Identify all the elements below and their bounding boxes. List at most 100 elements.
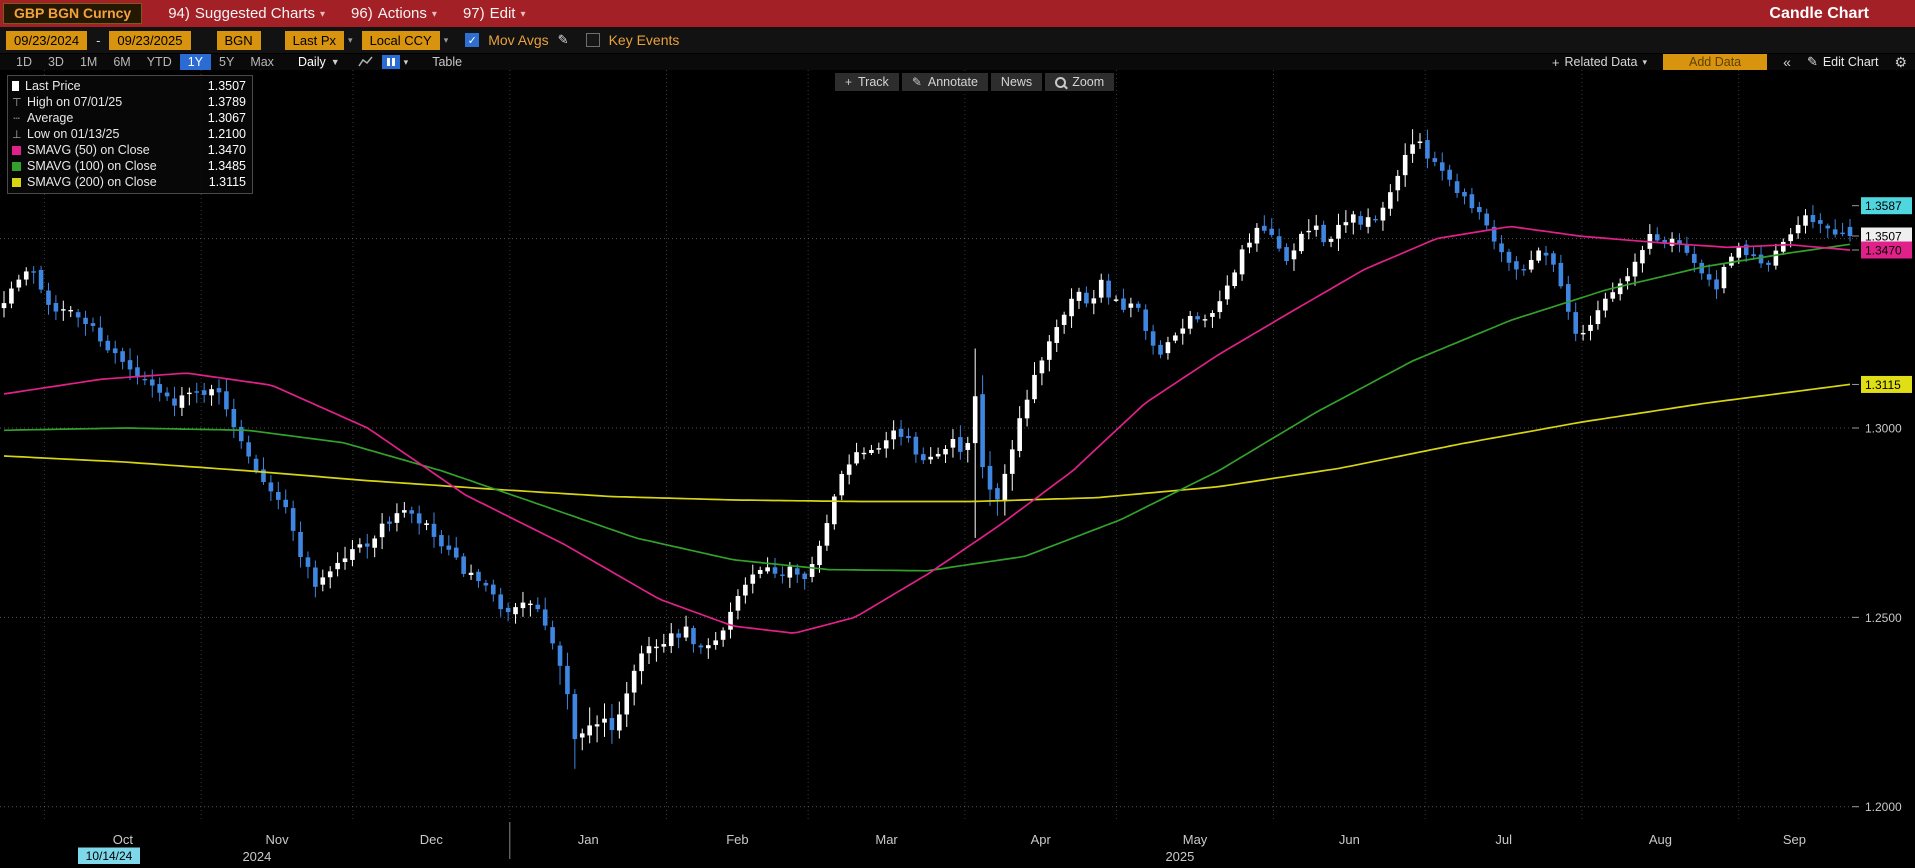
- svg-text:1.3507: 1.3507: [1865, 229, 1902, 243]
- svg-text:Sep: Sep: [1783, 832, 1806, 847]
- menu-suggested-charts[interactable]: 94) Suggested Charts ▾: [168, 5, 325, 22]
- candle-icon: [12, 81, 19, 91]
- range-tab-5y[interactable]: 5Y: [219, 55, 235, 69]
- table-button[interactable]: Table: [432, 55, 463, 69]
- range-bar-right: + Related Data ▾ Add Data « ✎ Edit Chart…: [1552, 54, 1907, 71]
- legend-label: Low on 01/13/25: [27, 127, 120, 141]
- svg-text:1.3587: 1.3587: [1865, 199, 1902, 213]
- chevron-down-icon: ▾: [348, 34, 353, 45]
- range-tab-3d[interactable]: 3D: [47, 55, 64, 69]
- gear-icon[interactable]: ⚙: [1894, 53, 1907, 70]
- menu-key: 94): [168, 5, 190, 22]
- edit-chart-button[interactable]: ✎ Edit Chart: [1807, 54, 1879, 70]
- legend-value: 1.3789: [207, 95, 246, 109]
- menu-actions[interactable]: 96) Actions ▾: [351, 5, 437, 22]
- chevron-down-icon: ▾: [1642, 56, 1648, 67]
- chevron-down-icon: ▾: [443, 34, 449, 45]
- sma-swatch: [12, 177, 21, 187]
- sma50-line: [3, 225, 1851, 634]
- pencil-icon: ✎: [911, 75, 922, 89]
- legend-label: SMAVG (100) on Close: [27, 159, 157, 173]
- time-axis: Oct Nov Dec Jan Feb Mar Apr May Jun Jul Aug Sep 2024…: [78, 822, 1806, 864]
- chart-type-dropdown-icon[interactable]: ▾: [403, 56, 409, 67]
- legend-row[interactable]: SMAVG (100) on Close 1.3485: [12, 158, 246, 174]
- range-bar: 1D 3D 1M 6M YTD 1Y 5Y Max Daily ▼ ▾ Tabl…: [0, 54, 1915, 70]
- svg-text:1.2500: 1.2500: [1865, 611, 1902, 625]
- legend-row[interactable]: Last Price 1.3507: [12, 78, 246, 94]
- edit-chart-label: Edit Chart: [1822, 55, 1879, 69]
- track-label: Track: [858, 75, 889, 89]
- legend-row[interactable]: SMAVG (200) on Close 1.3115: [12, 174, 246, 190]
- plus-icon: +: [1551, 54, 1560, 70]
- svg-text:2024: 2024: [242, 849, 271, 864]
- svg-text:1.3470: 1.3470: [1865, 244, 1902, 258]
- range-tab-ytd[interactable]: YTD: [146, 55, 172, 69]
- add-data-button[interactable]: Add Data: [1663, 54, 1768, 70]
- currency-select[interactable]: Local CCY: [361, 30, 440, 50]
- range-tab-1m[interactable]: 1M: [79, 55, 98, 69]
- mov-avgs-label: Mov Avgs: [488, 32, 549, 48]
- candle-chart-canvas[interactable]: 1.35871.35071.34701.31151.30001.25001.20…: [0, 70, 1915, 868]
- annotate-button[interactable]: ✎ Annotate: [901, 73, 988, 91]
- frequency-select[interactable]: Daily ▼: [298, 55, 340, 69]
- settings-bar: 09/23/2024 - 09/23/2025 BGN Last Px ▾ Lo…: [0, 27, 1915, 54]
- line-chart-type-icon[interactable]: [358, 56, 374, 68]
- svg-text:1.2000: 1.2000: [1865, 800, 1902, 814]
- frequency-value: Daily: [297, 55, 326, 69]
- menu-label: Actions: [377, 5, 427, 22]
- track-button[interactable]: + Track: [835, 73, 899, 91]
- svg-text:Jul: Jul: [1495, 832, 1512, 847]
- zoom-button[interactable]: Zoom: [1045, 73, 1115, 91]
- key-events-label: Key Events: [608, 32, 680, 48]
- menu-label: Suggested Charts: [194, 5, 315, 22]
- window-title: Candle Chart: [1769, 4, 1869, 22]
- news-button[interactable]: News: [990, 73, 1043, 91]
- menu-edit[interactable]: 97) Edit ▾: [463, 5, 526, 22]
- legend-row[interactable]: SMAVG (50) on Close 1.3470: [12, 142, 246, 158]
- legend-row[interactable]: ⊤ High on 07/01/25 1.3789: [12, 94, 246, 110]
- plus-icon: +: [845, 75, 853, 89]
- legend-label: Last Price: [25, 79, 81, 93]
- pencil-icon[interactable]: ✎: [557, 32, 569, 47]
- gridlines: [0, 70, 1857, 822]
- menu-key: 96): [351, 5, 373, 22]
- legend-label: Average: [27, 111, 74, 125]
- svg-text:Feb: Feb: [726, 832, 748, 847]
- high-marker-icon: ⊤: [12, 96, 22, 109]
- collapse-toolbar-button[interactable]: «: [1783, 54, 1791, 70]
- svg-text:May: May: [1183, 832, 1208, 847]
- svg-text:Nov: Nov: [265, 832, 289, 847]
- legend-value: 1.3485: [207, 159, 246, 173]
- svg-text:Mar: Mar: [875, 832, 898, 847]
- magnifier-icon: [1055, 76, 1067, 88]
- svg-text:10/14/24: 10/14/24: [86, 849, 133, 863]
- range-tab-max[interactable]: Max: [250, 55, 274, 69]
- legend-value: 1.3067: [207, 111, 246, 125]
- chart-region: 1.3587 1.3507 1.3470 1.3115 1.3000 1.2500 1.20…: [0, 70, 1915, 868]
- svg-text:1.3000: 1.3000: [1865, 422, 1902, 436]
- candles: [1, 129, 1853, 769]
- zoom-label: Zoom: [1072, 75, 1105, 89]
- chevron-down-icon: ▾: [431, 8, 437, 20]
- legend-label: SMAVG (200) on Close: [27, 175, 157, 189]
- range-tab-6m[interactable]: 6M: [113, 55, 131, 69]
- key-events-checkbox[interactable]: [585, 33, 600, 47]
- price-field-select[interactable]: Last Px: [284, 30, 345, 50]
- chart-legend: Last Price 1.3507 ⊤ High on 07/01/25 1.3789 ┄…: [7, 75, 253, 194]
- range-tab-1d[interactable]: 1D: [16, 55, 32, 69]
- date-to-field[interactable]: 09/23/2025: [109, 30, 191, 50]
- candle-chart-type-icon[interactable]: [381, 55, 400, 69]
- related-data-button[interactable]: + Related Data ▾: [1552, 55, 1647, 70]
- svg-text:Jan: Jan: [578, 832, 599, 847]
- svg-text:Jun: Jun: [1339, 832, 1360, 847]
- security-field[interactable]: GBP BGN Curncy: [3, 3, 143, 24]
- sma-swatch: [12, 161, 21, 171]
- date-cursor-tag[interactable]: [78, 847, 140, 865]
- legend-row[interactable]: ⊥ Low on 01/13/25 1.2100: [12, 126, 246, 142]
- mov-avgs-checkbox[interactable]: ✓: [465, 33, 480, 47]
- range-tab-1y[interactable]: 1Y: [179, 54, 212, 70]
- svg-text:Oct: Oct: [113, 832, 134, 847]
- pricing-source-field[interactable]: BGN: [216, 30, 261, 50]
- date-from-field[interactable]: 09/23/2024: [6, 30, 88, 50]
- legend-row[interactable]: ┄ Average 1.3067: [12, 110, 246, 126]
